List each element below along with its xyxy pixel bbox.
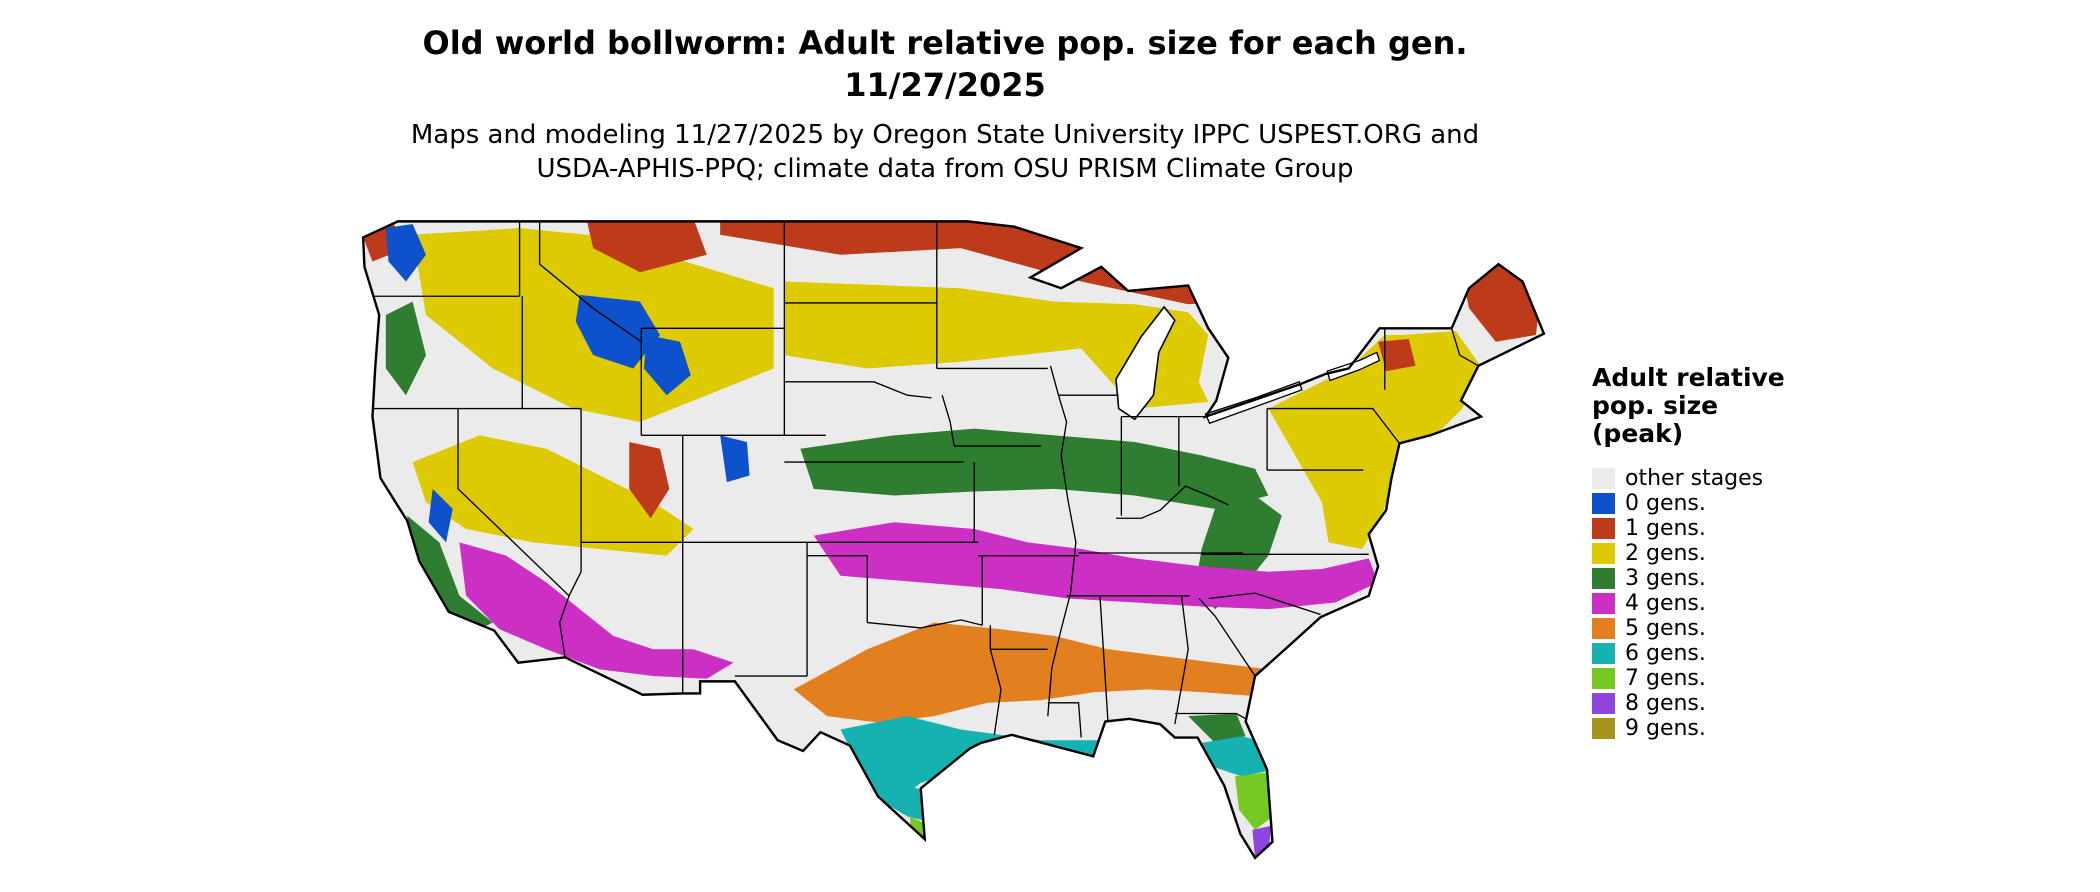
legend-label: 5 gens. xyxy=(1625,616,1706,641)
legend-label: 8 gens. xyxy=(1625,691,1706,716)
legend-label: 0 gens. xyxy=(1625,491,1706,516)
legend-label: 1 gens. xyxy=(1625,516,1706,541)
band-0-gens-sierra xyxy=(428,488,453,543)
legend-title-line-2: pop. size xyxy=(1592,391,1719,420)
lake-ontario xyxy=(1326,351,1381,382)
band-1-gens-wasatch xyxy=(629,442,670,519)
legend-swatch-6-gens xyxy=(1592,643,1615,664)
legend-swatch-1-gens xyxy=(1592,518,1615,539)
band-0-gens-cascades xyxy=(385,224,426,282)
us-map-svg xyxy=(361,220,1546,860)
band-3-gens-florida-bigbend xyxy=(1188,713,1246,743)
band-3-gens xyxy=(800,428,1269,509)
band-4-gens-southwest xyxy=(459,542,734,679)
band-8-gens-texas-speck xyxy=(920,847,929,858)
band-0-gens-colorado xyxy=(720,435,750,483)
legend-label: other stages xyxy=(1625,466,1764,491)
legend-swatch-other-stages xyxy=(1592,468,1615,489)
title-line-2: 11/27/2025 xyxy=(844,66,1046,104)
band-3-gens-or-cascades xyxy=(385,301,426,396)
legend: Adult relative pop. size (peak) other st… xyxy=(1592,364,1852,741)
legend-item-6-gens: 6 gens. xyxy=(1592,641,1852,666)
map-subtitle: Maps and modeling 11/27/2025 by Oregon S… xyxy=(0,118,1890,186)
subtitle-line-2: USDA-APHIS-PPQ; climate data from OSU PR… xyxy=(536,154,1354,184)
legend-item-0-gens: 0 gens. xyxy=(1592,491,1852,516)
band-2-gens-basin xyxy=(412,435,694,556)
us-outline xyxy=(361,220,1546,860)
band-5-gens xyxy=(793,622,1349,723)
legend-swatch-4-gens xyxy=(1592,593,1615,614)
legend-item-5-gens: 5 gens. xyxy=(1592,616,1852,641)
lake-michigan xyxy=(1115,305,1176,421)
band-7-gens-texas-tip xyxy=(910,816,931,850)
band-1-gens-adirondacks xyxy=(1378,339,1416,372)
legend-swatch-8-gens xyxy=(1592,693,1615,714)
legend-label: 7 gens. xyxy=(1625,666,1706,691)
band-4-gens xyxy=(813,522,1379,610)
band-2-gens xyxy=(784,281,1209,409)
legend-swatch-2-gens xyxy=(1592,543,1615,564)
legend-item-9-gens: 9 gens. xyxy=(1592,716,1852,741)
band-6-gens-south-texas xyxy=(867,769,935,824)
generation-bands xyxy=(363,221,1540,858)
us-generation-map xyxy=(330,208,1565,890)
legend-item-7-gens: 7 gens. xyxy=(1592,666,1852,691)
legend-title-line-3: (peak) xyxy=(1592,419,1684,448)
band-3-gens-ca-coast xyxy=(407,515,493,636)
band-7-gens-florida xyxy=(1235,772,1273,830)
legend-swatch-0-gens xyxy=(1592,493,1615,514)
band-0-gens-rockies xyxy=(575,294,660,369)
legend-swatch-3-gens xyxy=(1592,568,1615,589)
title-line-1: Old world bollworm: Adult relative pop. … xyxy=(422,24,1468,62)
legend-label: 6 gens. xyxy=(1625,641,1706,666)
legend-item-8-gens: 8 gens. xyxy=(1592,691,1852,716)
legend-items: other stages 0 gens. 1 gens. 2 gens. 3 g… xyxy=(1592,466,1852,741)
map-title: Old world bollworm: Adult relative pop. … xyxy=(0,22,1890,106)
legend-label: 3 gens. xyxy=(1625,566,1706,591)
legend-label: 9 gens. xyxy=(1625,716,1706,741)
legend-swatch-7-gens xyxy=(1592,668,1615,689)
band-6-gens xyxy=(840,716,1276,804)
legend-swatch-5-gens xyxy=(1592,618,1615,639)
band-0-gens-yellowstone xyxy=(643,335,691,396)
state-borders xyxy=(372,221,1479,738)
legend-title-line-1: Adult relative xyxy=(1592,363,1785,392)
legend-swatch-9-gens xyxy=(1592,718,1615,739)
legend-title: Adult relative pop. size (peak) xyxy=(1592,364,1852,448)
legend-item-other-stages: other stages xyxy=(1592,466,1852,491)
legend-item-2-gens: 2 gens. xyxy=(1592,541,1852,566)
band-1-gens-montana xyxy=(586,221,707,273)
legend-item-1-gens: 1 gens. xyxy=(1592,516,1852,541)
legend-label: 2 gens. xyxy=(1625,541,1706,566)
legend-item-3-gens: 3 gens. xyxy=(1592,566,1852,591)
legend-label: 4 gens. xyxy=(1625,591,1706,616)
band-9-gens-specks xyxy=(922,836,1269,858)
subtitle-line-1: Maps and modeling 11/27/2025 by Oregon S… xyxy=(410,120,1480,150)
band-2-gens-northeast xyxy=(1268,331,1483,549)
legend-item-4-gens: 4 gens. xyxy=(1592,591,1852,616)
